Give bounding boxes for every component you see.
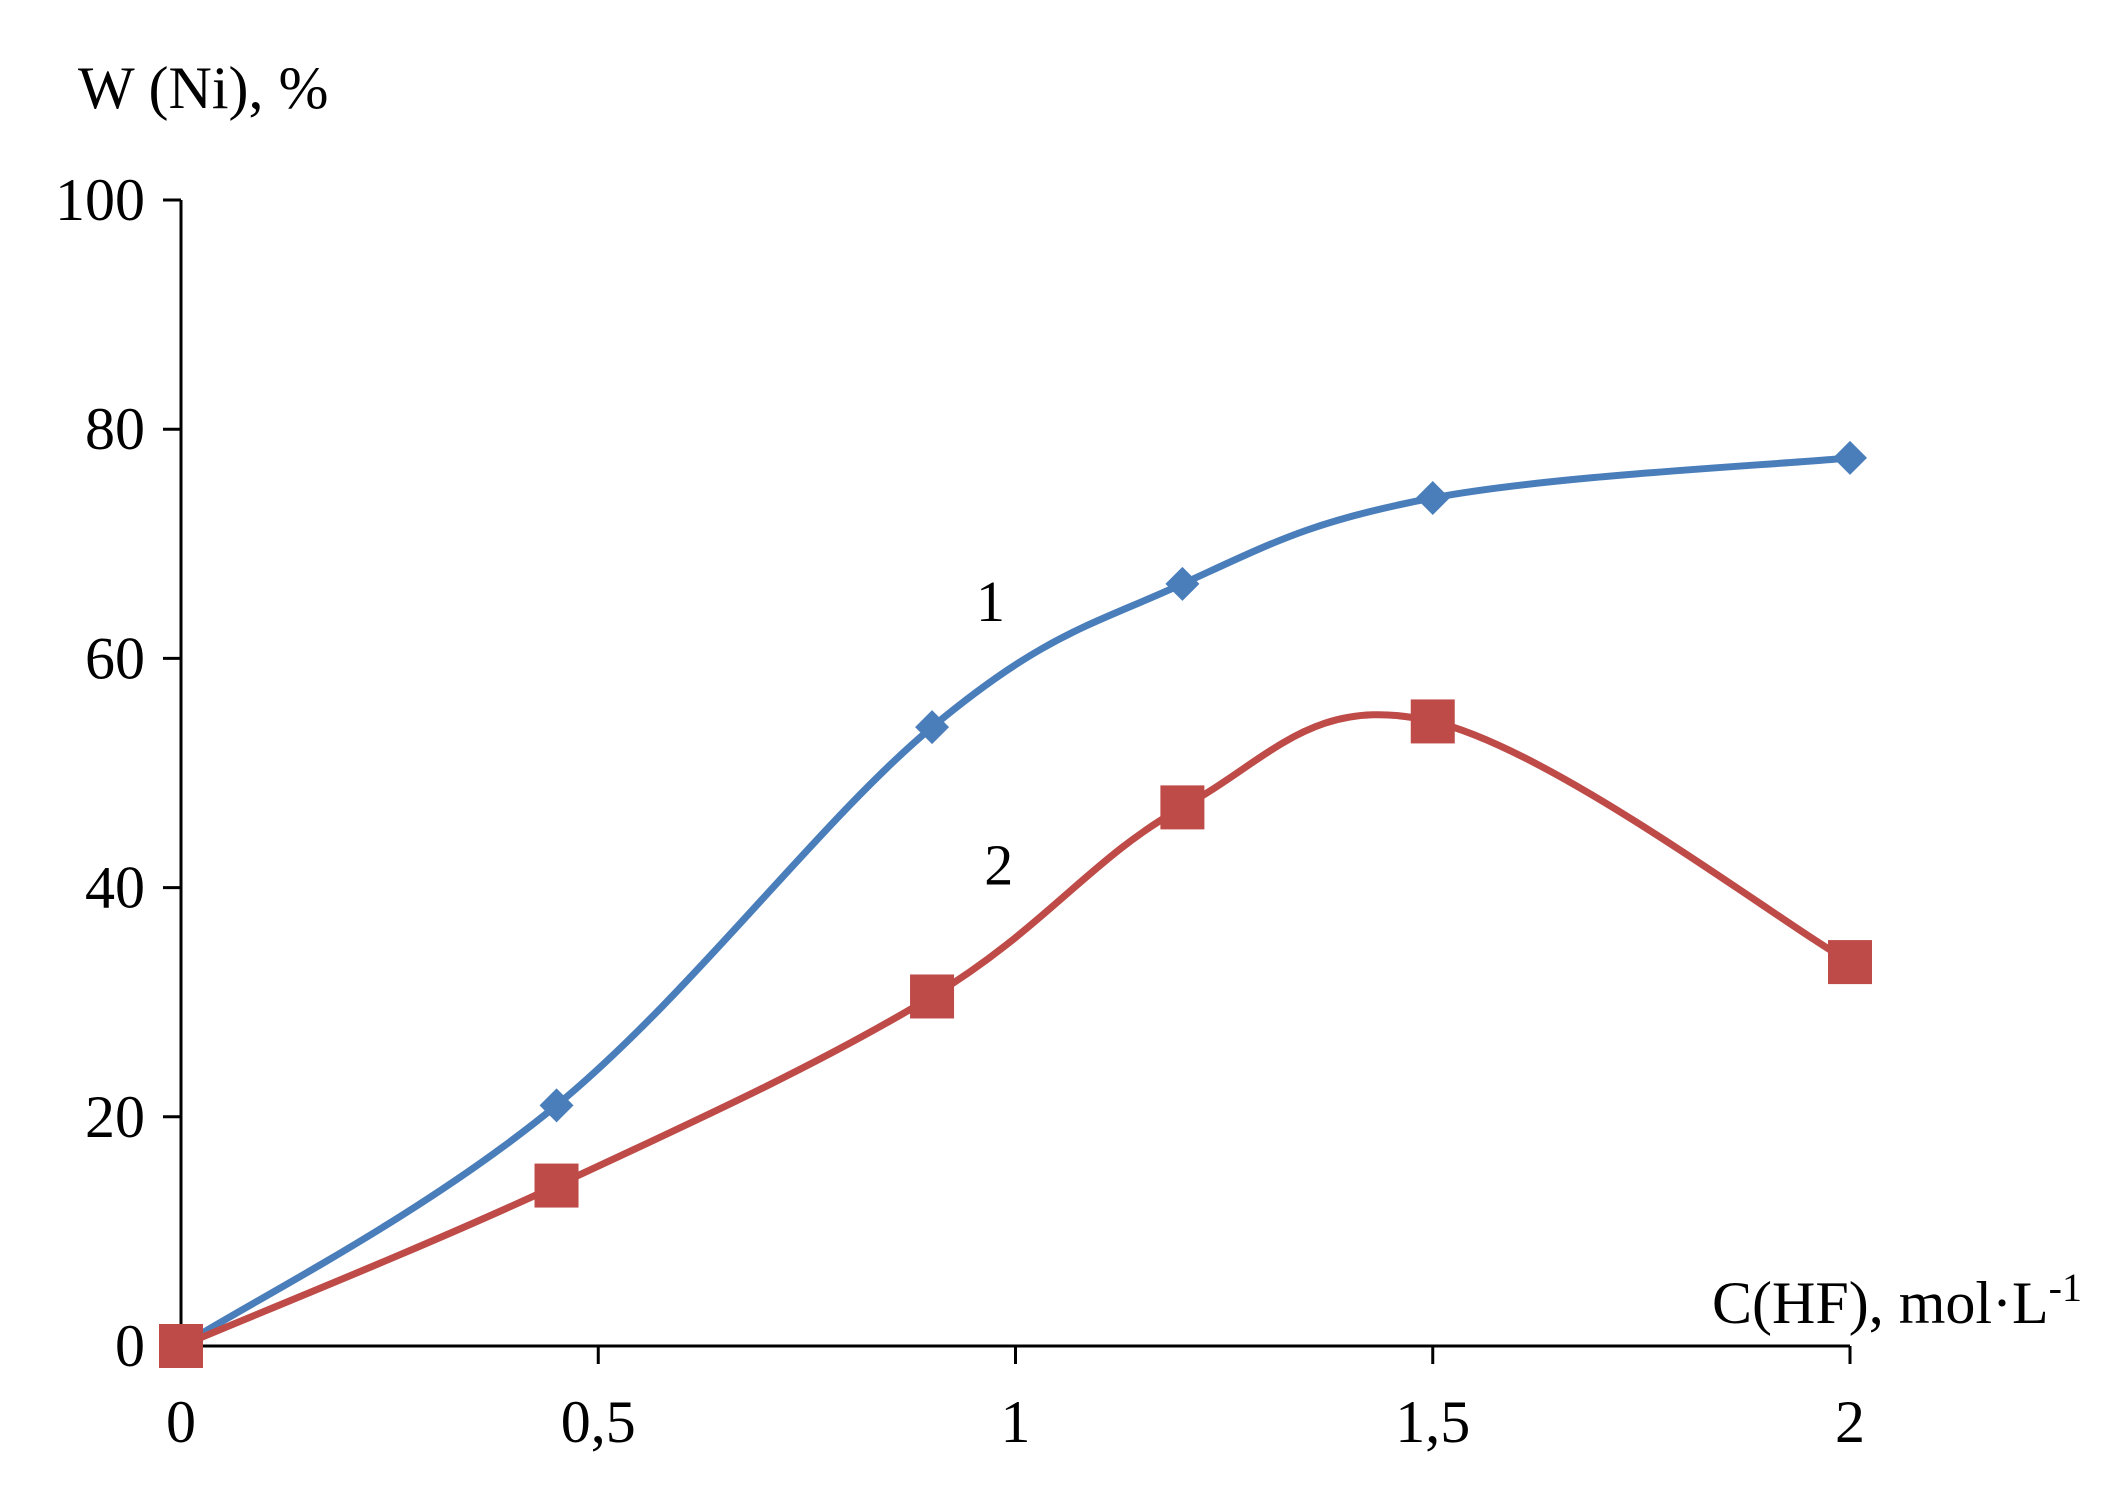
series-1-point <box>539 1088 574 1123</box>
y-tick-label: 0 <box>115 1313 145 1379</box>
series-1-line <box>177 454 1854 1350</box>
series-1-label: 1 <box>976 569 1005 634</box>
series-2-line <box>177 711 1854 1350</box>
x-tick-label: 0,5 <box>561 1389 636 1455</box>
series-2-point <box>159 1324 203 1368</box>
y-axis-title: W (Ni), % <box>78 55 329 121</box>
y-tick-label: 100 <box>55 167 145 233</box>
x-axis-title-superscript: -1 <box>2049 1265 2082 1310</box>
y-tick-label: 20 <box>85 1084 145 1150</box>
series-2-point <box>1160 785 1205 830</box>
x-axis-title: C(HF), mol·L-1 <box>1712 1265 2082 1336</box>
y-tick-label: 60 <box>85 625 145 691</box>
series-group <box>159 440 1872 1368</box>
series-2-label: 2 <box>984 833 1013 898</box>
series-labels: 12 <box>976 569 1013 898</box>
series-1-point <box>915 710 950 745</box>
y-tick-label: 80 <box>85 396 145 462</box>
series-2-point <box>910 974 955 1019</box>
x-tick-label: 1,5 <box>1395 1389 1470 1455</box>
series-1-point <box>1415 480 1450 515</box>
x-tick-label: 0 <box>166 1389 196 1455</box>
x-tick-label: 2 <box>1835 1389 1865 1455</box>
series-2-point <box>1828 940 1872 985</box>
y-tick-label: 40 <box>85 855 145 921</box>
series-1-point <box>1165 566 1200 601</box>
axes <box>179 200 1850 1348</box>
series-1-point <box>1833 440 1867 475</box>
x-ticks: 0 0,5 1 1,5 2 <box>166 1346 1865 1455</box>
y-ticks: 0 20 40 60 80 100 <box>55 167 181 1379</box>
x-tick-label: 1 <box>1001 1389 1031 1455</box>
series-2-point <box>534 1163 579 1208</box>
x-axis-title-text: C(HF), mol·L <box>1712 1270 2049 1336</box>
series-2-point <box>1410 699 1455 744</box>
